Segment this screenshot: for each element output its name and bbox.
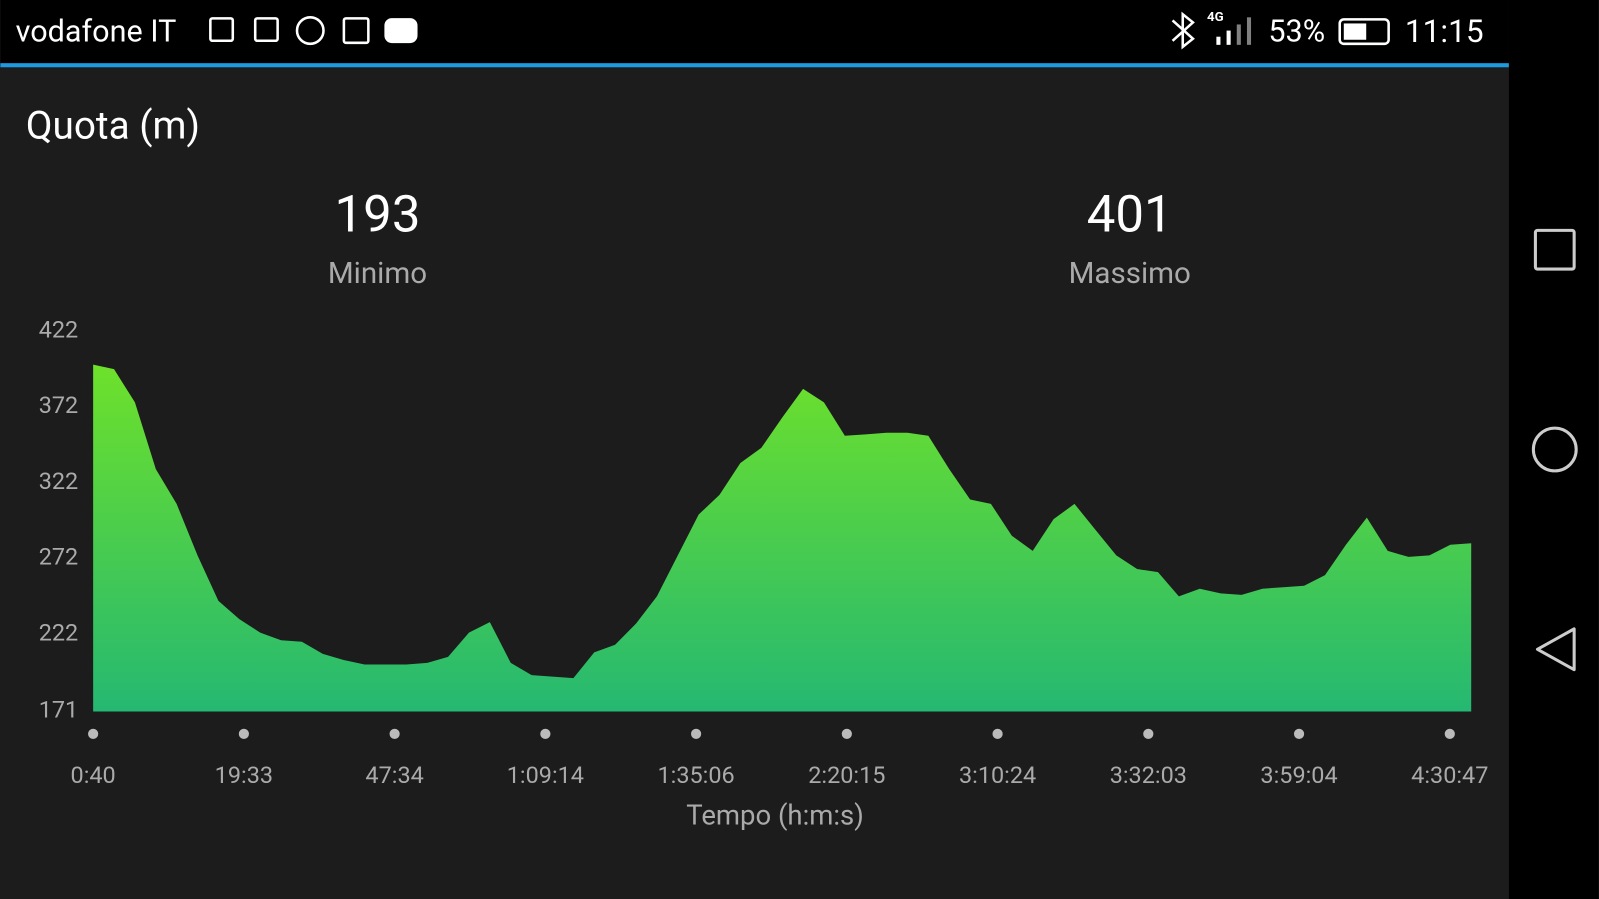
x-tick-dot xyxy=(1293,728,1305,739)
notification-icons xyxy=(209,16,418,46)
status-accent xyxy=(0,63,1509,68)
x-tick-dot xyxy=(992,728,1003,739)
back-button[interactable] xyxy=(1535,627,1576,672)
x-tick-dot xyxy=(88,728,99,739)
x-tick-dot xyxy=(389,728,400,739)
x-tick-dot xyxy=(841,728,852,739)
y-tick-label: 422 xyxy=(39,315,79,343)
stat-value: 401 xyxy=(1087,186,1173,245)
elevation-area xyxy=(93,364,1472,712)
x-tick-dot xyxy=(1444,728,1455,739)
x-tick-label: 0:40 xyxy=(71,761,116,789)
chart-title: Quota (m) xyxy=(26,104,200,149)
x-tick-label: 1:09:14 xyxy=(507,761,584,789)
stat-label: Massimo xyxy=(1069,257,1191,291)
y-tick-label: 222 xyxy=(39,618,79,646)
x-tick-dot xyxy=(540,728,551,739)
y-tick-label: 322 xyxy=(39,467,79,495)
battery-percent: 53% xyxy=(1268,15,1325,50)
y-tick-label: 372 xyxy=(39,391,79,419)
x-tick-label: 3:32:03 xyxy=(1110,761,1187,789)
x-tick-label: 47:34 xyxy=(365,761,423,789)
clock: 11:15 xyxy=(1405,13,1484,50)
carrier: vodafone IT xyxy=(16,15,177,50)
x-tick-label: 1:35:06 xyxy=(657,761,734,789)
recents-button[interactable] xyxy=(1533,228,1576,271)
x-tick-label: 4:30:47 xyxy=(1411,761,1488,789)
status-bar xyxy=(0,0,1509,64)
bluetooth-icon xyxy=(1171,11,1195,50)
home-button[interactable] xyxy=(1531,426,1578,473)
network-type: 4G xyxy=(1207,10,1224,25)
x-axis-label: Tempo (h:m:s) xyxy=(686,799,864,832)
x-tick-label: 19:33 xyxy=(215,761,273,789)
stat-label: Minimo xyxy=(328,257,427,291)
y-tick-label: 272 xyxy=(39,543,79,571)
x-tick-label: 2:20:15 xyxy=(808,761,885,789)
x-tick-dot xyxy=(691,728,702,739)
x-tick-dot xyxy=(238,728,249,739)
x-tick-dot xyxy=(1143,728,1154,739)
x-tick-label: 3:10:24 xyxy=(959,761,1036,789)
battery-icon xyxy=(1338,18,1390,46)
battery-level xyxy=(1343,23,1367,40)
stat-value: 193 xyxy=(335,186,421,245)
y-tick-label: 171 xyxy=(39,696,79,724)
signal-icon xyxy=(1216,17,1252,45)
nav-bar xyxy=(1508,0,1599,899)
x-tick-label: 3:59:04 xyxy=(1260,761,1337,789)
